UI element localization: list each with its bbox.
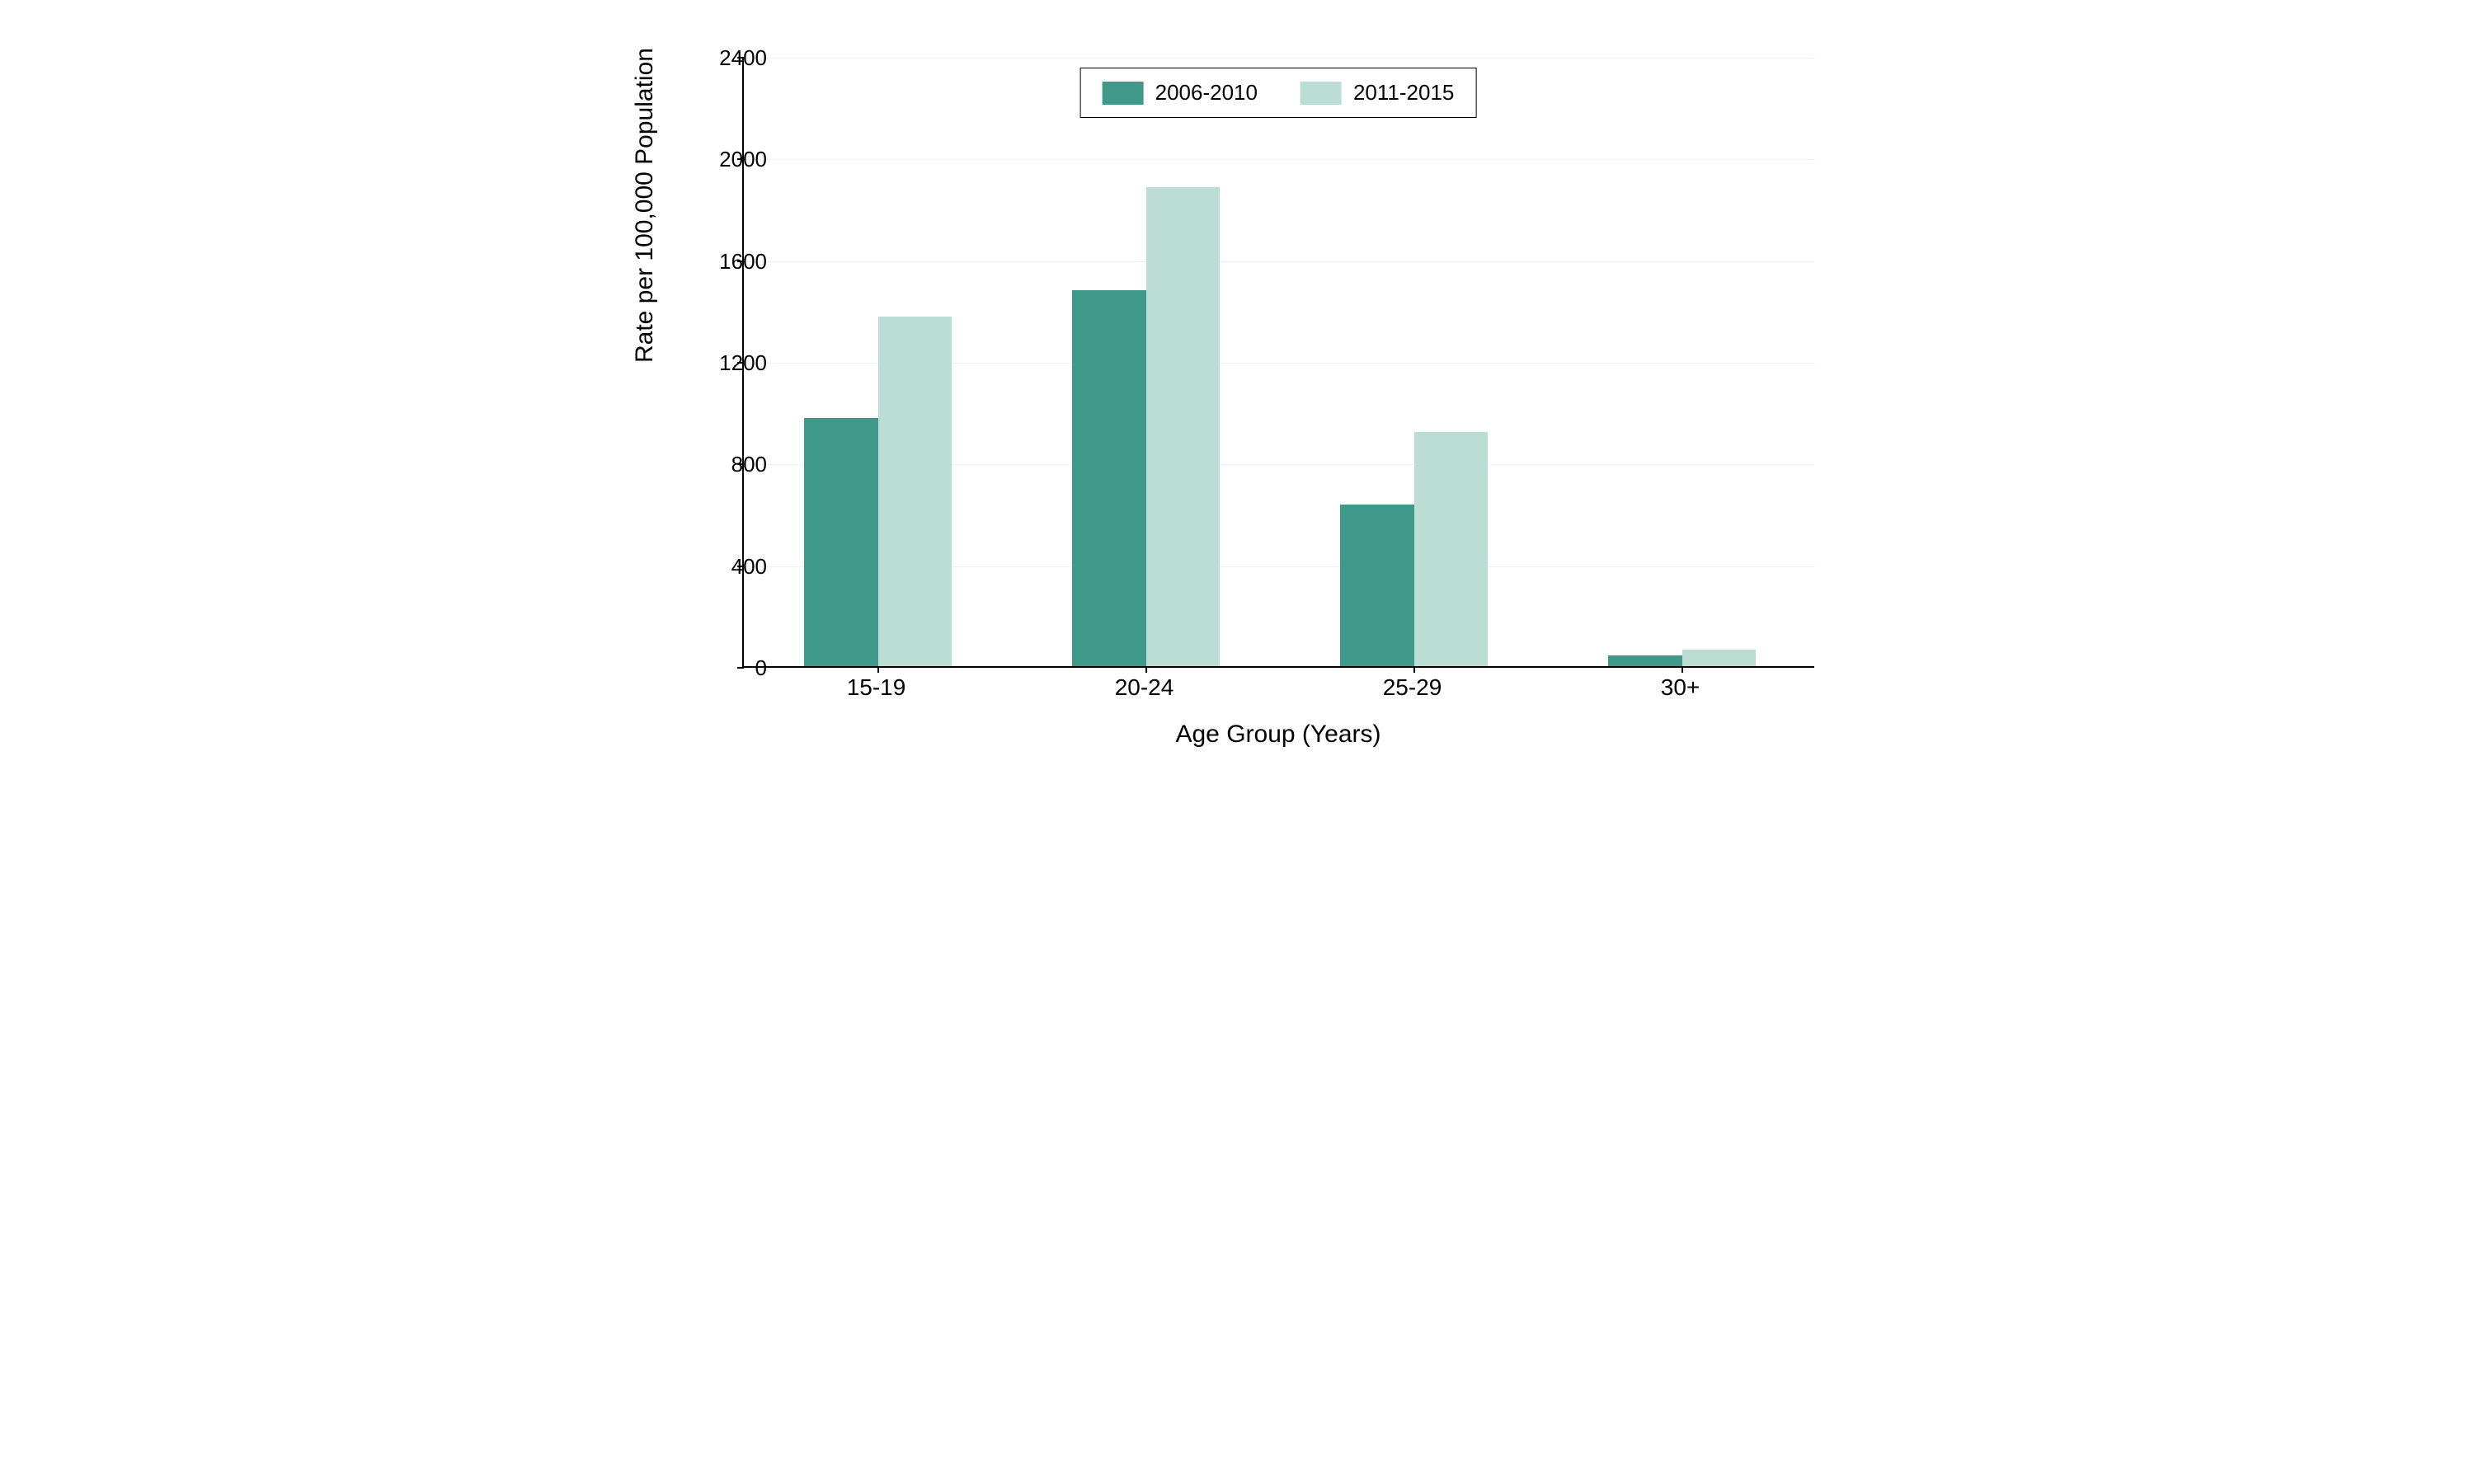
bar bbox=[1146, 187, 1220, 666]
gridline bbox=[744, 261, 1814, 262]
x-axis-title: Age Group (Years) bbox=[742, 721, 1814, 749]
ytick-label: 400 bbox=[717, 554, 767, 579]
plot-area bbox=[742, 58, 1814, 668]
xtick-label: 25-29 bbox=[1383, 674, 1442, 701]
gridline bbox=[744, 159, 1814, 160]
bar bbox=[1682, 650, 1756, 666]
bar bbox=[1608, 655, 1681, 666]
ytick-label: 800 bbox=[717, 452, 767, 477]
ytick-label: 2000 bbox=[717, 147, 767, 171]
xtick-label: 30+ bbox=[1661, 674, 1700, 701]
legend-label-series-1: 2011-2015 bbox=[1353, 80, 1454, 106]
bar bbox=[1072, 290, 1145, 666]
xtick-mark bbox=[1681, 666, 1683, 673]
legend: 2006-2010 2011-2015 bbox=[1080, 68, 1477, 118]
bar bbox=[878, 317, 952, 666]
ytick-label: 1600 bbox=[717, 249, 767, 274]
xtick-mark bbox=[1145, 666, 1147, 673]
xtick-label: 20-24 bbox=[1115, 674, 1174, 701]
legend-label-series-0: 2006-2010 bbox=[1155, 80, 1258, 106]
legend-swatch-series-1 bbox=[1300, 82, 1342, 105]
rate-by-age-group-chart: Rate per 100,000 Population Age Group (Y… bbox=[627, 33, 1847, 775]
ytick-label: 0 bbox=[717, 655, 767, 680]
y-axis-title: Rate per 100,000 Population bbox=[631, 48, 659, 363]
xtick-mark bbox=[877, 666, 879, 673]
ytick-label: 1200 bbox=[717, 350, 767, 375]
xtick-mark bbox=[1413, 666, 1415, 673]
gridline bbox=[744, 58, 1814, 59]
legend-item-series-1: 2011-2015 bbox=[1300, 80, 1454, 106]
bar bbox=[1414, 432, 1488, 666]
xtick-label: 15-19 bbox=[847, 674, 906, 701]
legend-item-series-0: 2006-2010 bbox=[1103, 80, 1258, 106]
legend-swatch-series-0 bbox=[1103, 82, 1144, 105]
bar bbox=[804, 418, 877, 666]
bar bbox=[1340, 505, 1413, 666]
ytick-label: 2400 bbox=[717, 45, 767, 70]
